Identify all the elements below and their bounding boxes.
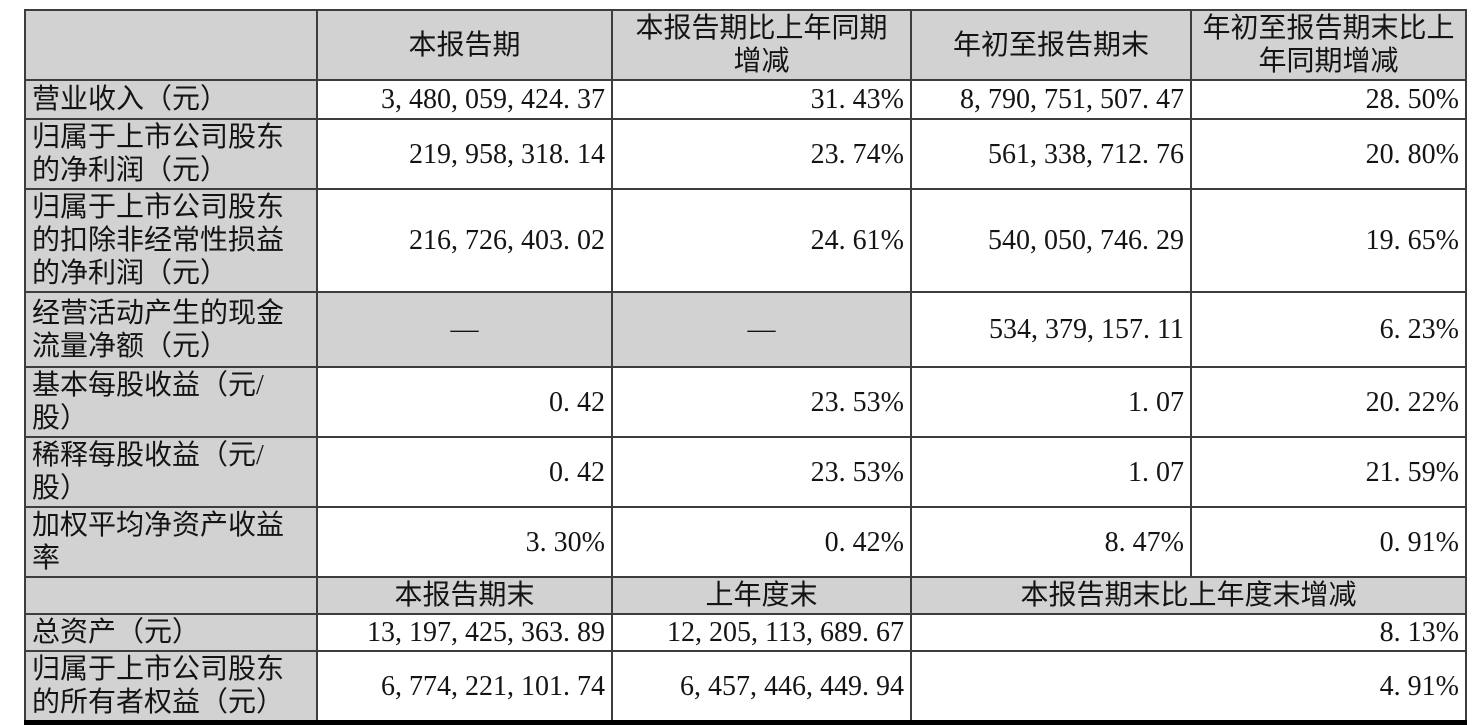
table-row: 总资产（元） 13, 197, 425, 363. 89 12, 205, 11…	[24, 613, 1467, 652]
table-row: 稀释每股收益（元/ 股） 0. 42 23. 53% 1. 07 21. 59%	[24, 436, 1467, 508]
roe-current-value: 3. 30%	[316, 506, 613, 578]
financial-summary-table: 本报告期 本报告期比上年同期 增减 年初至报告期末 年初至报告期末比上 年同期增…	[24, 9, 1467, 725]
owners-equity-change-value: 4. 91%	[910, 650, 1467, 724]
basic-eps-ytd-yoy-value: 20. 22%	[1190, 366, 1467, 438]
total-assets-end-value: 13, 197, 425, 363. 89	[316, 613, 613, 652]
row-label-revenue: 营业收入（元）	[24, 79, 318, 120]
row-label-total-assets: 总资产（元）	[24, 613, 318, 652]
net-profit-ytd-yoy-value: 20. 80%	[1190, 118, 1467, 190]
total-assets-prev-end-value: 12, 205, 113, 689. 67	[611, 613, 912, 652]
basic-eps-current-yoy-value: 23. 53%	[611, 366, 912, 438]
cash-flow-ytd-yoy-value: 6. 23%	[1190, 291, 1467, 368]
row-label-owners-equity: 归属于上市公司股东 的所有者权益（元）	[24, 650, 318, 724]
cash-flow-current-yoy-dash: —	[611, 291, 912, 368]
net-profit-current-yoy-value: 23. 74%	[611, 118, 912, 190]
col-header-current-period-yoy: 本报告期比上年同期 增减	[611, 9, 912, 81]
col-header-blank	[24, 9, 318, 81]
diluted-eps-current-yoy-value: 23. 53%	[611, 436, 912, 508]
owners-equity-end-value: 6, 774, 221, 101. 74	[316, 650, 613, 724]
table-row: 营业收入（元） 3, 480, 059, 424. 37 31. 43% 8, …	[24, 79, 1467, 120]
basic-eps-current-value: 0. 42	[316, 366, 613, 438]
col-header-ytd: 年初至报告期末	[910, 9, 1192, 81]
total-assets-change-value: 8. 13%	[910, 613, 1467, 652]
table-row: 基本每股收益（元/ 股） 0. 42 23. 53% 1. 07 20. 22%	[24, 366, 1467, 438]
basic-eps-ytd-value: 1. 07	[910, 366, 1192, 438]
diluted-eps-ytd-yoy-value: 21. 59%	[1190, 436, 1467, 508]
table-row: 归属于上市公司股东 的净利润（元） 219, 958, 318. 14 23. …	[24, 118, 1467, 190]
row-label-operating-cash-flow: 经营活动产生的现金 流量净额（元）	[24, 291, 318, 368]
net-profit-ytd-value: 561, 338, 712. 76	[910, 118, 1192, 190]
table-row: 经营活动产生的现金 流量净额（元） — — 534, 379, 157. 11 …	[24, 291, 1467, 368]
period-header-row: 本报告期 本报告期比上年同期 增减 年初至报告期末 年初至报告期末比上 年同期增…	[24, 9, 1467, 81]
roe-current-yoy-value: 0. 42%	[611, 506, 912, 578]
cash-flow-current-dash: —	[316, 291, 613, 368]
diluted-eps-current-value: 0. 42	[316, 436, 613, 508]
row-label-net-profit-attributable: 归属于上市公司股东 的净利润（元）	[24, 118, 318, 190]
diluted-eps-ytd-value: 1. 07	[910, 436, 1192, 508]
revenue-ytd-yoy-value: 28. 50%	[1190, 79, 1467, 120]
revenue-current-yoy-value: 31. 43%	[611, 79, 912, 120]
revenue-current-value: 3, 480, 059, 424. 37	[316, 79, 613, 120]
row-label-weighted-avg-roe: 加权平均净资产收益 率	[24, 506, 318, 578]
row-label-net-profit-deducted: 归属于上市公司股东 的扣除非经常性损益 的净利润（元）	[24, 188, 318, 293]
col-header-end-vs-prev-change: 本报告期末比上年度末增减	[910, 576, 1467, 615]
cash-flow-ytd-value: 534, 379, 157. 11	[910, 291, 1192, 368]
yearend-header-row: 本报告期末 上年度末 本报告期末比上年度末增减	[24, 576, 1467, 615]
col-header-current-period: 本报告期	[316, 9, 613, 81]
revenue-ytd-value: 8, 790, 751, 507. 47	[910, 79, 1192, 120]
row-label-diluted-eps: 稀释每股收益（元/ 股）	[24, 436, 318, 508]
table-row: 归属于上市公司股东 的扣除非经常性损益 的净利润（元） 216, 726, 40…	[24, 188, 1467, 293]
table-row: 加权平均净资产收益 率 3. 30% 0. 42% 8. 47% 0. 91%	[24, 506, 1467, 578]
owners-equity-prev-end-value: 6, 457, 446, 449. 94	[611, 650, 912, 724]
document-page: 本报告期 本报告期比上年同期 增减 年初至报告期末 年初至报告期末比上 年同期增…	[0, 9, 1479, 725]
col-header-prev-year-end: 上年度末	[611, 576, 912, 615]
col-header-period-end: 本报告期末	[316, 576, 613, 615]
col-header-blank-2	[24, 576, 318, 615]
table-row: 归属于上市公司股东 的所有者权益（元） 6, 774, 221, 101. 74…	[24, 650, 1467, 724]
deducted-profit-current-value: 216, 726, 403. 02	[316, 188, 613, 293]
roe-ytd-yoy-value: 0. 91%	[1190, 506, 1467, 578]
roe-ytd-value: 8. 47%	[910, 506, 1192, 578]
col-header-ytd-yoy: 年初至报告期末比上 年同期增减	[1190, 9, 1467, 81]
deducted-profit-current-yoy-value: 24. 61%	[611, 188, 912, 293]
deducted-profit-ytd-yoy-value: 19. 65%	[1190, 188, 1467, 293]
net-profit-current-value: 219, 958, 318. 14	[316, 118, 613, 190]
deducted-profit-ytd-value: 540, 050, 746. 29	[910, 188, 1192, 293]
row-label-basic-eps: 基本每股收益（元/ 股）	[24, 366, 318, 438]
